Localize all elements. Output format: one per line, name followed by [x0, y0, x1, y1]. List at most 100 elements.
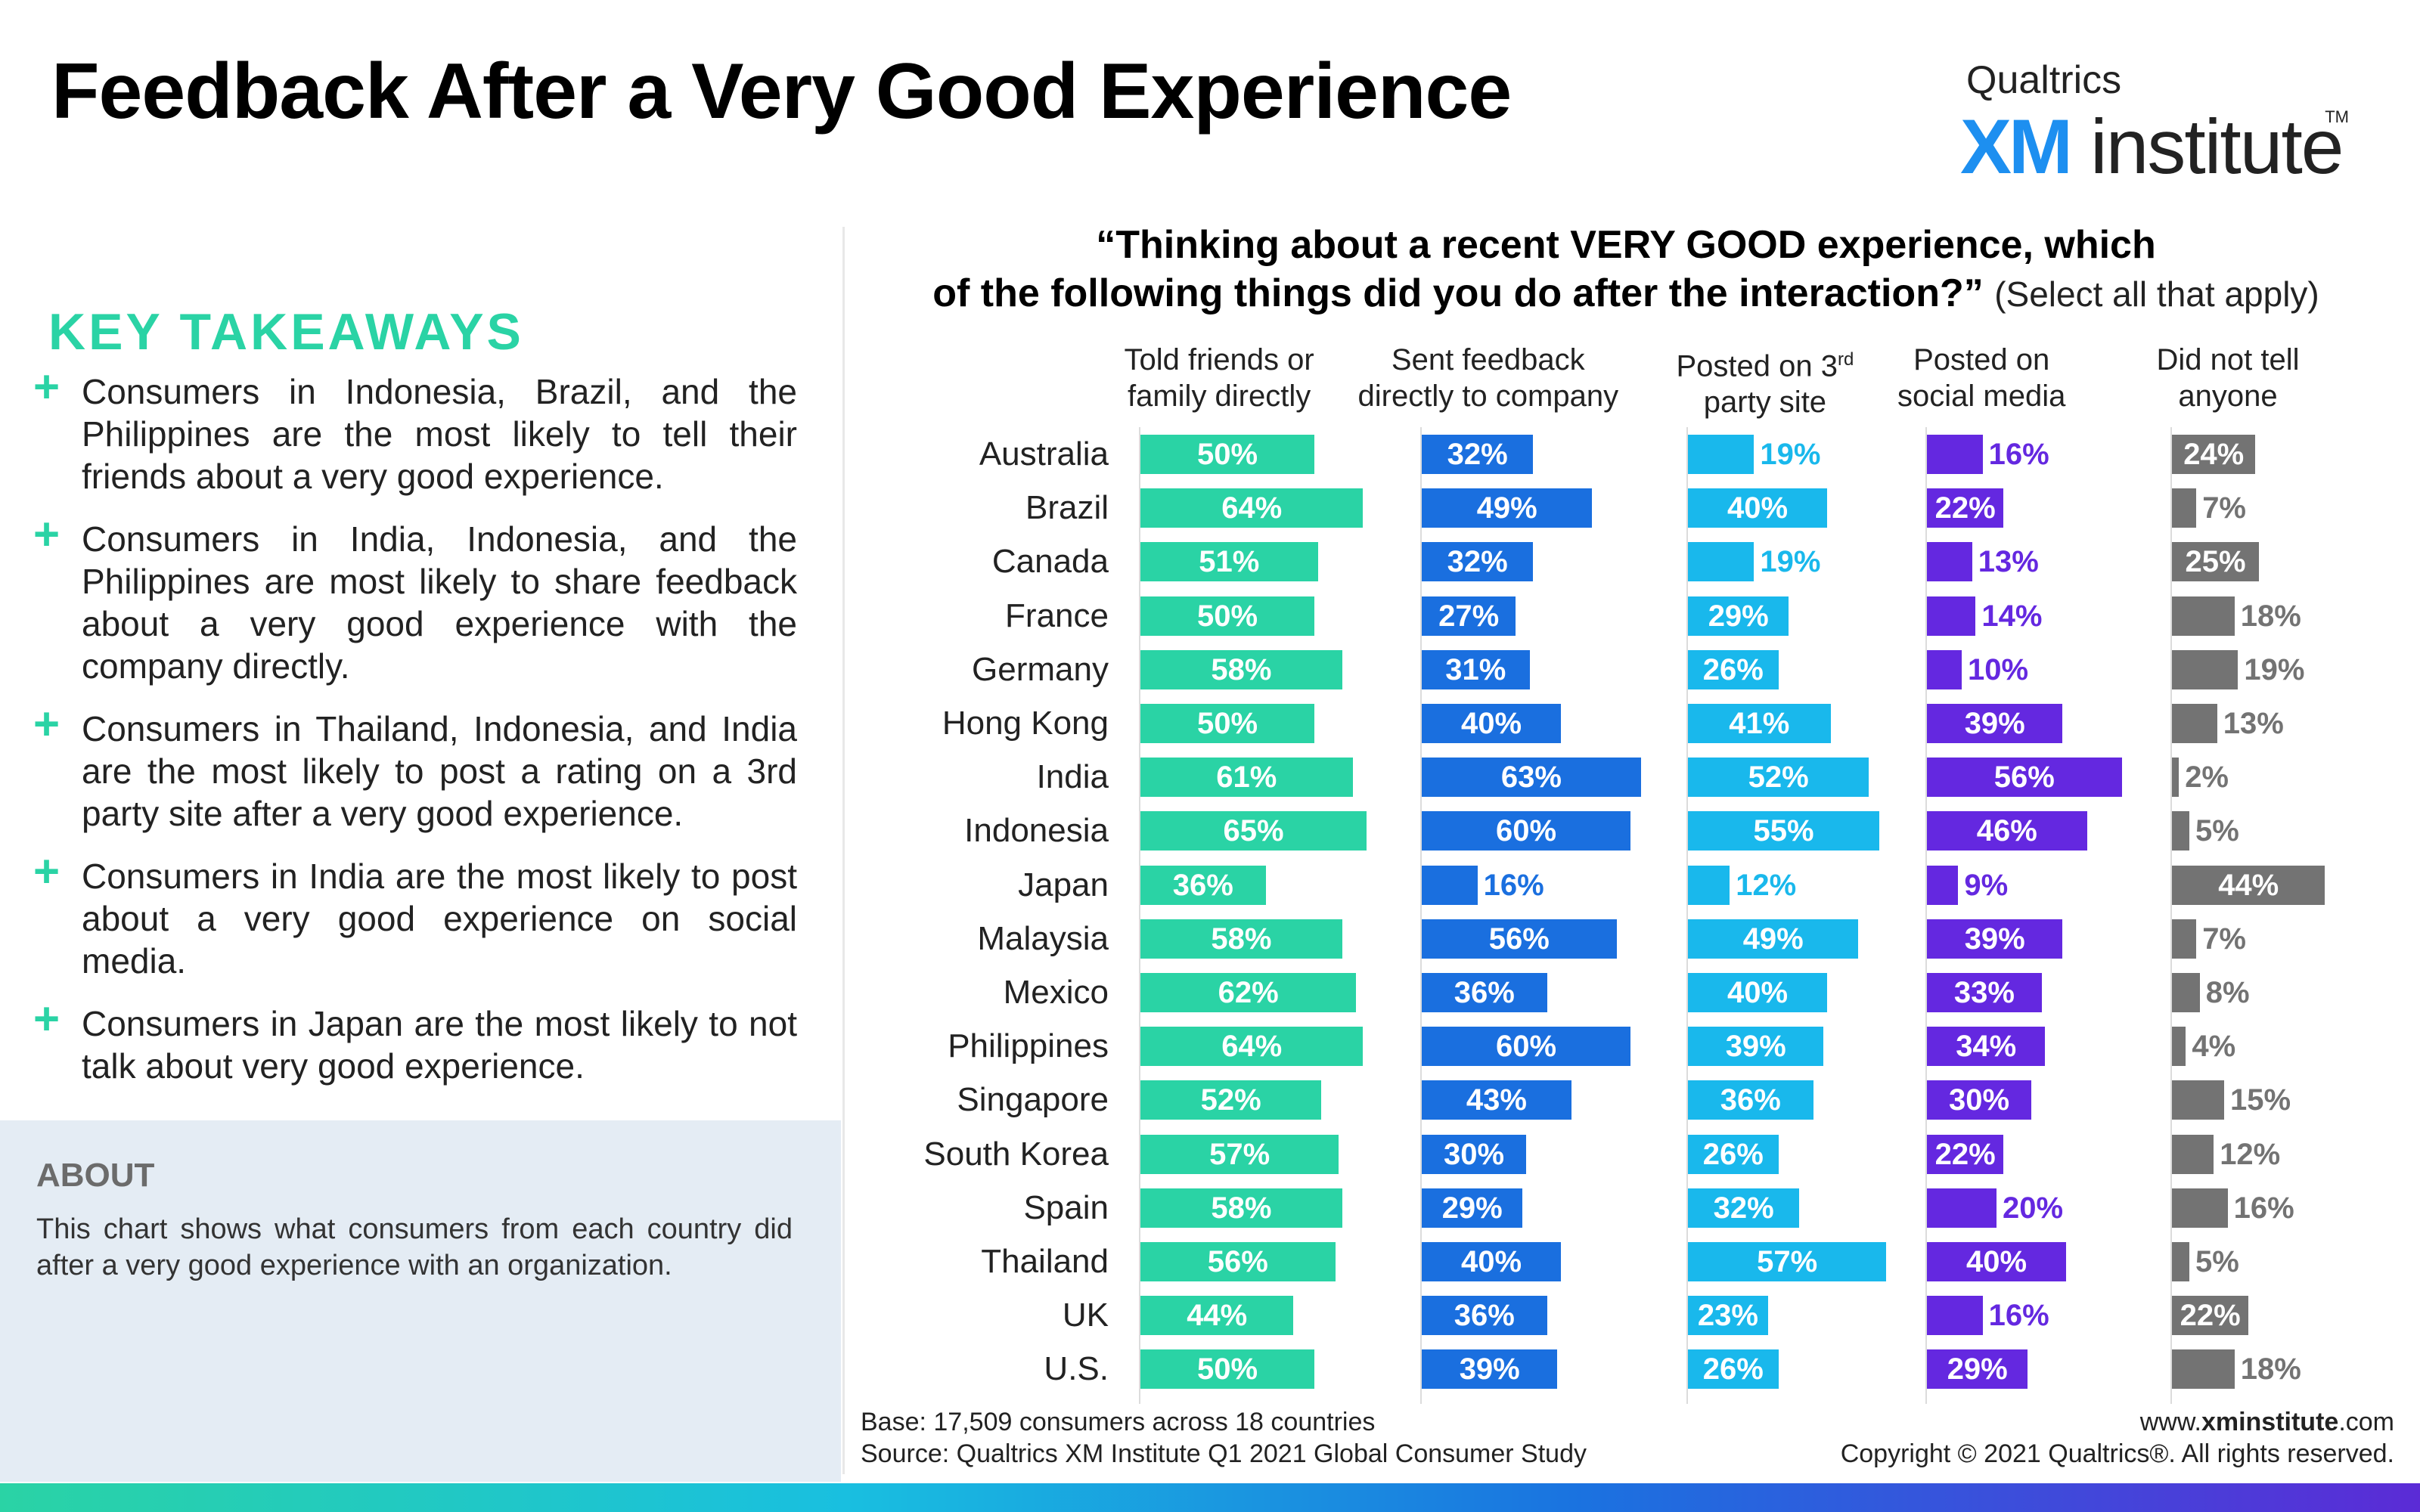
data-label: 19% [1760, 545, 1821, 579]
bar [1422, 649, 1530, 689]
bar [1140, 919, 1342, 959]
bar [1422, 1188, 1523, 1228]
takeaway-item: + Consumers in India, Indonesia, and the … [33, 512, 797, 687]
country-label: Thailand [981, 1243, 1109, 1280]
bar [1140, 1349, 1314, 1390]
bar [2172, 1242, 2189, 1281]
data-label: 44% [1187, 1299, 1248, 1333]
data-label: 63% [1500, 761, 1562, 795]
bar [2172, 596, 2235, 636]
bar [1422, 1080, 1571, 1120]
data-label: 12% [2220, 1137, 2281, 1171]
about-heading: ABOUT [36, 1157, 155, 1194]
data-label: 44% [2218, 868, 2279, 902]
bar [2172, 919, 2197, 959]
country-label: Australia [979, 435, 1109, 472]
data-label: 8% [2205, 976, 2250, 1009]
bar [1688, 596, 1789, 636]
bar [1140, 435, 1314, 474]
footer-gradient-strip [0, 1483, 2420, 1512]
data-label: 27% [1438, 599, 1500, 633]
data-label: 29% [1947, 1352, 2008, 1387]
plus-icon: + [33, 361, 60, 412]
data-label: 20% [2003, 1191, 2064, 1225]
data-label: 52% [1748, 761, 1809, 795]
column-header: Told friends or family directly [1124, 343, 1314, 413]
bar [1927, 1134, 2004, 1174]
data-label: 55% [1753, 814, 1814, 848]
bar [1422, 542, 1534, 582]
country-label: UK [1062, 1297, 1109, 1334]
country-label: Singapore [957, 1081, 1109, 1119]
country-label: Hong Kong [942, 705, 1109, 742]
column-guide [2170, 427, 2172, 1404]
bar [1140, 1242, 1336, 1281]
bar [1927, 811, 2087, 851]
country-label: Germany [972, 650, 1109, 688]
data-label: 40% [1461, 1245, 1522, 1278]
bar [2172, 542, 2259, 582]
data-label: 26% [1702, 1137, 1764, 1171]
data-label: 32% [1447, 545, 1508, 579]
bar [1140, 488, 1364, 528]
data-label: 36% [1454, 976, 1515, 1009]
takeaway-item: + Consumers in Thailand, Indonesia, and I… [33, 702, 797, 835]
bar [2172, 1080, 2224, 1120]
bar [1688, 488, 1827, 528]
data-label: 2% [2185, 761, 2229, 795]
bar [1927, 542, 1972, 582]
takeaway-text: Consumers in India are the most likely t… [82, 857, 797, 981]
bar [1688, 919, 1859, 959]
data-label: 56% [1993, 761, 2055, 795]
data-label: 34% [1956, 1030, 2017, 1064]
bar [1140, 1296, 1294, 1336]
data-label: 50% [1197, 438, 1258, 471]
bar [1422, 704, 1561, 743]
country-label: Canada [991, 543, 1109, 581]
data-label: 13% [1978, 545, 2039, 579]
data-label: 56% [1207, 1245, 1268, 1278]
data-label: 18% [2240, 1352, 2301, 1387]
data-label: 56% [1488, 922, 1550, 956]
bar [1140, 542, 1318, 582]
country-label: Japan [1018, 866, 1109, 903]
qualtrics-xm-institute-logo: Qualtrics XM institute TM [1960, 57, 2353, 190]
data-label: 58% [1211, 1191, 1272, 1225]
data-label: 19% [2244, 652, 2305, 686]
bar [1140, 649, 1342, 689]
bar [1140, 865, 1266, 905]
data-label: 40% [1727, 491, 1789, 525]
bar [2172, 973, 2200, 1012]
website-link[interactable]: www.xminstitute.com [2139, 1408, 2394, 1436]
bar [1688, 1296, 1768, 1336]
column-guide [1925, 427, 1927, 1404]
takeaway-item: + Consumers in Indonesia, Brazil, and the… [33, 364, 797, 497]
bar [1927, 973, 2042, 1012]
country-label: Indonesia [964, 812, 1109, 850]
data-label: 15% [2230, 1083, 2291, 1117]
bar [1140, 596, 1314, 636]
data-label: 16% [1988, 1299, 2049, 1333]
data-label: 9% [1964, 868, 2009, 902]
bar [1688, 1027, 1824, 1067]
data-label: 4% [2192, 1030, 2236, 1064]
data-label: 46% [1976, 814, 2037, 848]
data-label: 22% [1934, 491, 1996, 525]
bar [1927, 1080, 2031, 1120]
bar [2172, 704, 2217, 743]
data-label: 64% [1221, 491, 1283, 525]
bar [2172, 488, 2197, 528]
bar [1422, 1242, 1561, 1281]
question-line-1: “Thinking about a recent VERY GOOD exper… [1096, 223, 2156, 267]
bar [2172, 1134, 2214, 1174]
data-label: 39% [1964, 922, 2025, 956]
data-label: 13% [2223, 707, 2284, 740]
bar [2172, 1027, 2186, 1067]
country-label: France [1005, 596, 1109, 634]
column-header: Sent feedback directly to company [1357, 343, 1619, 413]
column-guide [1686, 427, 1688, 1404]
country-label: Spain [1023, 1188, 1109, 1226]
bar [1927, 758, 2122, 798]
column-guide [1139, 427, 1140, 1404]
country-label: South Korea [923, 1135, 1109, 1173]
